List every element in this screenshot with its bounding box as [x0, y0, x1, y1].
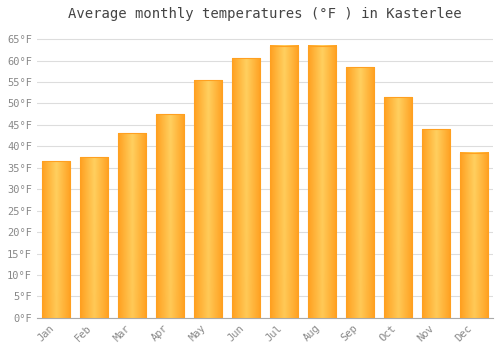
- Title: Average monthly temperatures (°F ) in Kasterlee: Average monthly temperatures (°F ) in Ka…: [68, 7, 462, 21]
- Bar: [80, 157, 108, 318]
- Bar: [42, 161, 70, 318]
- Bar: [270, 46, 298, 318]
- Bar: [118, 133, 146, 318]
- Bar: [346, 67, 374, 318]
- Bar: [460, 153, 488, 318]
- Bar: [232, 58, 260, 318]
- Bar: [156, 114, 184, 318]
- Bar: [384, 97, 412, 318]
- Bar: [308, 46, 336, 318]
- Bar: [194, 80, 222, 318]
- Bar: [422, 129, 450, 318]
